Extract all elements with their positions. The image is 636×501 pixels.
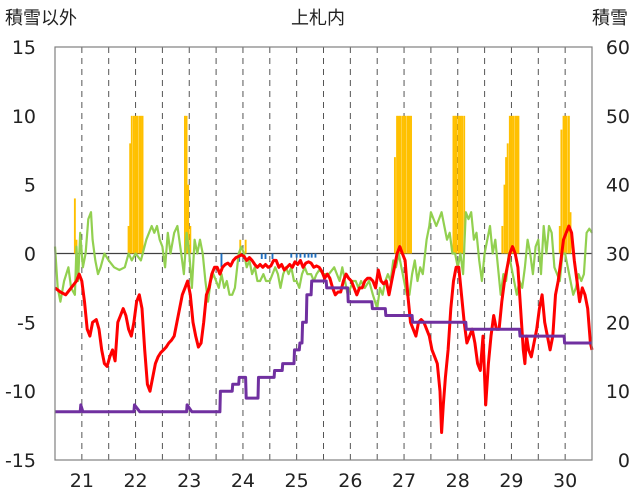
bar	[565, 115, 568, 254]
bar	[454, 115, 457, 254]
bar	[562, 115, 565, 254]
plot-frame	[54, 46, 593, 461]
bar	[408, 115, 411, 254]
x-tick: 23	[177, 470, 201, 492]
bar	[307, 253, 310, 258]
bar	[452, 115, 455, 254]
x-tick: 27	[392, 470, 416, 492]
bar	[510, 115, 513, 254]
bar	[515, 115, 518, 254]
bar	[141, 115, 144, 254]
y-tick-left: 10	[12, 106, 36, 128]
bar	[401, 115, 404, 254]
bar	[410, 115, 412, 254]
bar	[503, 184, 506, 254]
y-tick-right: 60	[606, 37, 630, 59]
bar	[517, 115, 520, 254]
bar	[564, 115, 567, 254]
bar	[299, 253, 302, 258]
bar	[567, 115, 570, 254]
right-axis-title: 積雪	[592, 8, 628, 29]
bar	[459, 115, 462, 254]
bar	[461, 115, 463, 254]
bar	[560, 129, 563, 254]
bar	[396, 115, 399, 254]
bar	[403, 115, 405, 254]
bar	[404, 115, 407, 254]
y-tick-right: 20	[606, 312, 630, 334]
bar	[134, 115, 137, 254]
y-tick-left: 15	[12, 37, 36, 59]
bar	[264, 253, 267, 260]
bar	[463, 115, 466, 254]
y-tick-left: 0	[24, 244, 36, 266]
bar	[303, 253, 306, 258]
series-line	[55, 279, 592, 414]
x-ticks: 21 22 23 24 25 26 27 28 29 30	[70, 470, 577, 492]
bar	[295, 253, 298, 258]
bar	[220, 253, 223, 268]
bar	[136, 115, 139, 254]
y-tick-left: 5	[24, 175, 36, 197]
bar	[260, 253, 263, 260]
bar	[501, 225, 504, 254]
y-tick-left: -5	[17, 312, 36, 334]
x-tick: 30	[553, 470, 577, 492]
bar	[506, 143, 509, 254]
bar	[505, 157, 508, 254]
bar	[187, 184, 190, 254]
y-tick-right: 10	[606, 381, 630, 403]
bar	[132, 115, 135, 254]
right-y-ticks: 60 50 40 30 20 10 0	[606, 37, 630, 472]
y-tick-right: 50	[606, 106, 630, 128]
bar-series	[73, 115, 572, 268]
bar	[138, 115, 141, 254]
y-tick-left: -10	[5, 381, 36, 403]
bar	[310, 253, 313, 258]
x-tick: 28	[446, 470, 470, 492]
bar	[129, 143, 132, 254]
y-tick-right: 30	[606, 244, 630, 266]
bar	[130, 115, 133, 254]
chart-title: 上札内	[291, 8, 345, 29]
x-tick: 25	[285, 470, 309, 492]
y-tick-left: -15	[5, 450, 36, 472]
bar	[508, 115, 511, 254]
bar	[457, 115, 460, 254]
bar	[399, 115, 402, 254]
bar	[73, 198, 76, 254]
x-tick: 26	[338, 470, 362, 492]
bar	[512, 115, 515, 254]
bar	[397, 115, 400, 254]
bar	[558, 225, 561, 254]
bar	[127, 225, 130, 254]
x-tick: 22	[123, 470, 147, 492]
bar	[185, 115, 188, 254]
left-axis-title: 積雪以外	[5, 8, 77, 29]
bar	[271, 253, 274, 260]
bar	[455, 115, 458, 254]
bar	[406, 115, 409, 254]
bar	[514, 115, 517, 254]
y-tick-right: 0	[618, 450, 630, 472]
x-tick: 29	[499, 470, 523, 492]
bar	[393, 157, 396, 254]
bar	[290, 253, 293, 258]
line-series	[53, 211, 594, 434]
bar	[314, 253, 317, 258]
left-y-ticks: 15 10 5 0 -5 -10 -15	[5, 37, 36, 472]
bar	[189, 225, 192, 254]
bar	[184, 115, 186, 254]
x-tick: 21	[70, 470, 94, 492]
bar	[139, 115, 142, 254]
x-tick: 24	[231, 470, 255, 492]
y-tick-right: 40	[606, 175, 630, 197]
bar	[244, 239, 247, 254]
